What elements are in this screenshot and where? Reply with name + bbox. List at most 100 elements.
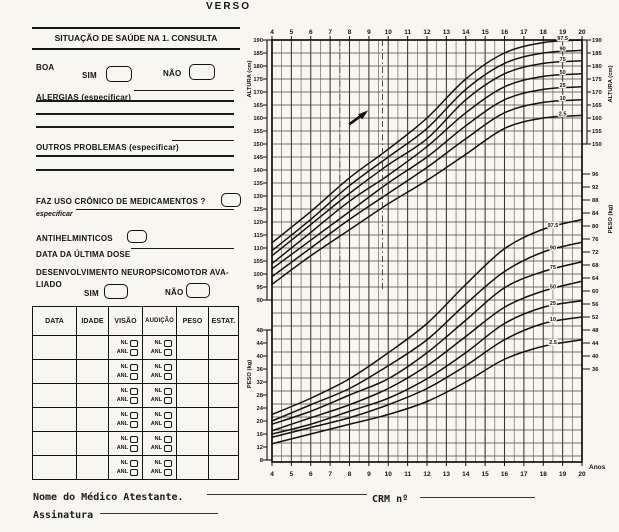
cell-peso[interactable] [176, 359, 209, 384]
outros-extra-line-1[interactable] [36, 155, 234, 157]
svg-text:ALTURA (cm): ALTURA (cm) [608, 65, 614, 102]
crm-input-line[interactable] [420, 497, 535, 498]
cell-estat[interactable] [208, 407, 239, 432]
anl-checkbox[interactable] [164, 468, 172, 476]
assinatura-input-line[interactable] [100, 513, 218, 514]
medico-atestante-label: Nome do Médico Atestante. [33, 492, 184, 503]
nl-checkbox[interactable] [164, 411, 172, 419]
svg-text:48: 48 [257, 328, 264, 334]
alergias-input-line[interactable] [134, 90, 234, 91]
svg-text:160: 160 [253, 116, 263, 122]
anl-checkbox[interactable] [164, 444, 172, 452]
nl-checkbox[interactable] [164, 339, 172, 347]
nl-checkbox[interactable] [130, 363, 138, 371]
cell-idade[interactable] [76, 359, 109, 384]
section-title: SITUAÇÃO DE SAÚDE NA 1. CONSULTA [54, 33, 218, 43]
medicamentos-checkbox[interactable] [221, 193, 241, 207]
outros-extra-line-2[interactable] [36, 169, 234, 171]
svg-text:18: 18 [540, 29, 548, 36]
nl-label: NL [120, 387, 128, 394]
column-header-idade: IDADE [76, 306, 109, 336]
cell-data[interactable] [32, 431, 77, 456]
cell-data[interactable] [32, 359, 77, 384]
cell-data[interactable] [32, 407, 77, 432]
cell-estat[interactable] [208, 431, 239, 456]
nl-checkbox[interactable] [164, 387, 172, 395]
cell-audio[interactable]: NL ANL [142, 431, 177, 456]
outros-input-line[interactable] [172, 140, 234, 141]
growth-chart: 4 4 5 5 6 6 7 7 8 8 9 9 10 10 11 11 12 12 13 13 14 14 15 15 16 16… [246, 24, 618, 496]
nl-checkbox[interactable] [130, 339, 138, 347]
anl-checkbox[interactable] [164, 372, 172, 380]
anl-checkbox[interactable] [130, 444, 138, 452]
svg-text:170: 170 [253, 90, 263, 96]
nl-checkbox[interactable] [164, 459, 172, 467]
cell-audio[interactable]: NL ANL [142, 383, 177, 408]
cell-data[interactable] [32, 455, 77, 480]
especificar-input-line[interactable] [76, 209, 234, 210]
neuro-nao-checkbox[interactable] [186, 283, 210, 298]
alergias-extra-line-1[interactable] [36, 100, 234, 102]
nl-checkbox[interactable] [130, 411, 138, 419]
svg-text:50: 50 [550, 285, 556, 291]
anl-checkbox[interactable] [164, 420, 172, 428]
alergias-extra-line-2[interactable] [36, 113, 234, 115]
cell-viso[interactable]: NL ANL [108, 455, 143, 480]
svg-text:72: 72 [592, 250, 598, 256]
svg-text:ALTURA (cm): ALTURA (cm) [247, 60, 253, 97]
cell-viso[interactable]: NL ANL [108, 383, 143, 408]
svg-text:8: 8 [348, 471, 352, 478]
anl-checkbox[interactable] [130, 468, 138, 476]
anl-checkbox[interactable] [130, 372, 138, 380]
sim-checkbox[interactable] [106, 66, 132, 82]
cell-peso[interactable] [176, 455, 209, 480]
anl-checkbox[interactable] [130, 396, 138, 404]
cell-viso[interactable]: NL ANL [108, 335, 143, 360]
ultima-dose-input-line[interactable] [131, 248, 234, 249]
cell-audio[interactable]: NL ANL [142, 335, 177, 360]
cell-viso[interactable]: NL ANL [108, 407, 143, 432]
nl-checkbox[interactable] [130, 435, 138, 443]
cell-peso[interactable] [176, 335, 209, 360]
cell-idade[interactable] [76, 407, 109, 432]
antihelminticos-checkbox[interactable] [127, 230, 147, 243]
nao-checkbox[interactable] [189, 64, 215, 80]
svg-text:10: 10 [385, 471, 393, 478]
cell-idade[interactable] [76, 335, 109, 360]
cell-audio[interactable]: NL ANL [142, 359, 177, 384]
svg-text:60: 60 [592, 289, 598, 295]
cell-idade[interactable] [76, 455, 109, 480]
alergias-extra-line-3[interactable] [36, 126, 234, 128]
cell-peso[interactable] [176, 431, 209, 456]
svg-text:14: 14 [462, 29, 470, 36]
neuro-sim-checkbox[interactable] [104, 284, 128, 299]
nl-checkbox[interactable] [164, 435, 172, 443]
nl-checkbox[interactable] [130, 459, 138, 467]
cell-idade[interactable] [76, 383, 109, 408]
cell-viso[interactable]: NL ANL [108, 359, 143, 384]
cell-estat[interactable] [208, 455, 239, 480]
cell-estat[interactable] [208, 335, 239, 360]
cell-data[interactable] [32, 383, 77, 408]
cell-peso[interactable] [176, 383, 209, 408]
cell-estat[interactable] [208, 383, 239, 408]
svg-text:95: 95 [257, 285, 264, 291]
anl-label: ANL [116, 396, 128, 403]
cell-estat[interactable] [208, 359, 239, 384]
nl-label: NL [154, 411, 162, 418]
cell-audio[interactable]: NL ANL [142, 407, 177, 432]
anl-checkbox[interactable] [130, 420, 138, 428]
cell-audio[interactable]: NL ANL [142, 455, 177, 480]
anl-checkbox[interactable] [164, 348, 172, 356]
anl-checkbox[interactable] [130, 348, 138, 356]
svg-text:13: 13 [443, 29, 451, 36]
cell-idade[interactable] [76, 431, 109, 456]
anl-checkbox[interactable] [164, 396, 172, 404]
cell-data[interactable] [32, 335, 77, 360]
cell-peso[interactable] [176, 407, 209, 432]
nl-checkbox[interactable] [164, 363, 172, 371]
alergias-label: ALERGIAS (especificar) [36, 93, 132, 102]
nl-checkbox[interactable] [130, 387, 138, 395]
medico-atestante-input-line[interactable] [207, 494, 367, 495]
cell-viso[interactable]: NL ANL [108, 431, 143, 456]
